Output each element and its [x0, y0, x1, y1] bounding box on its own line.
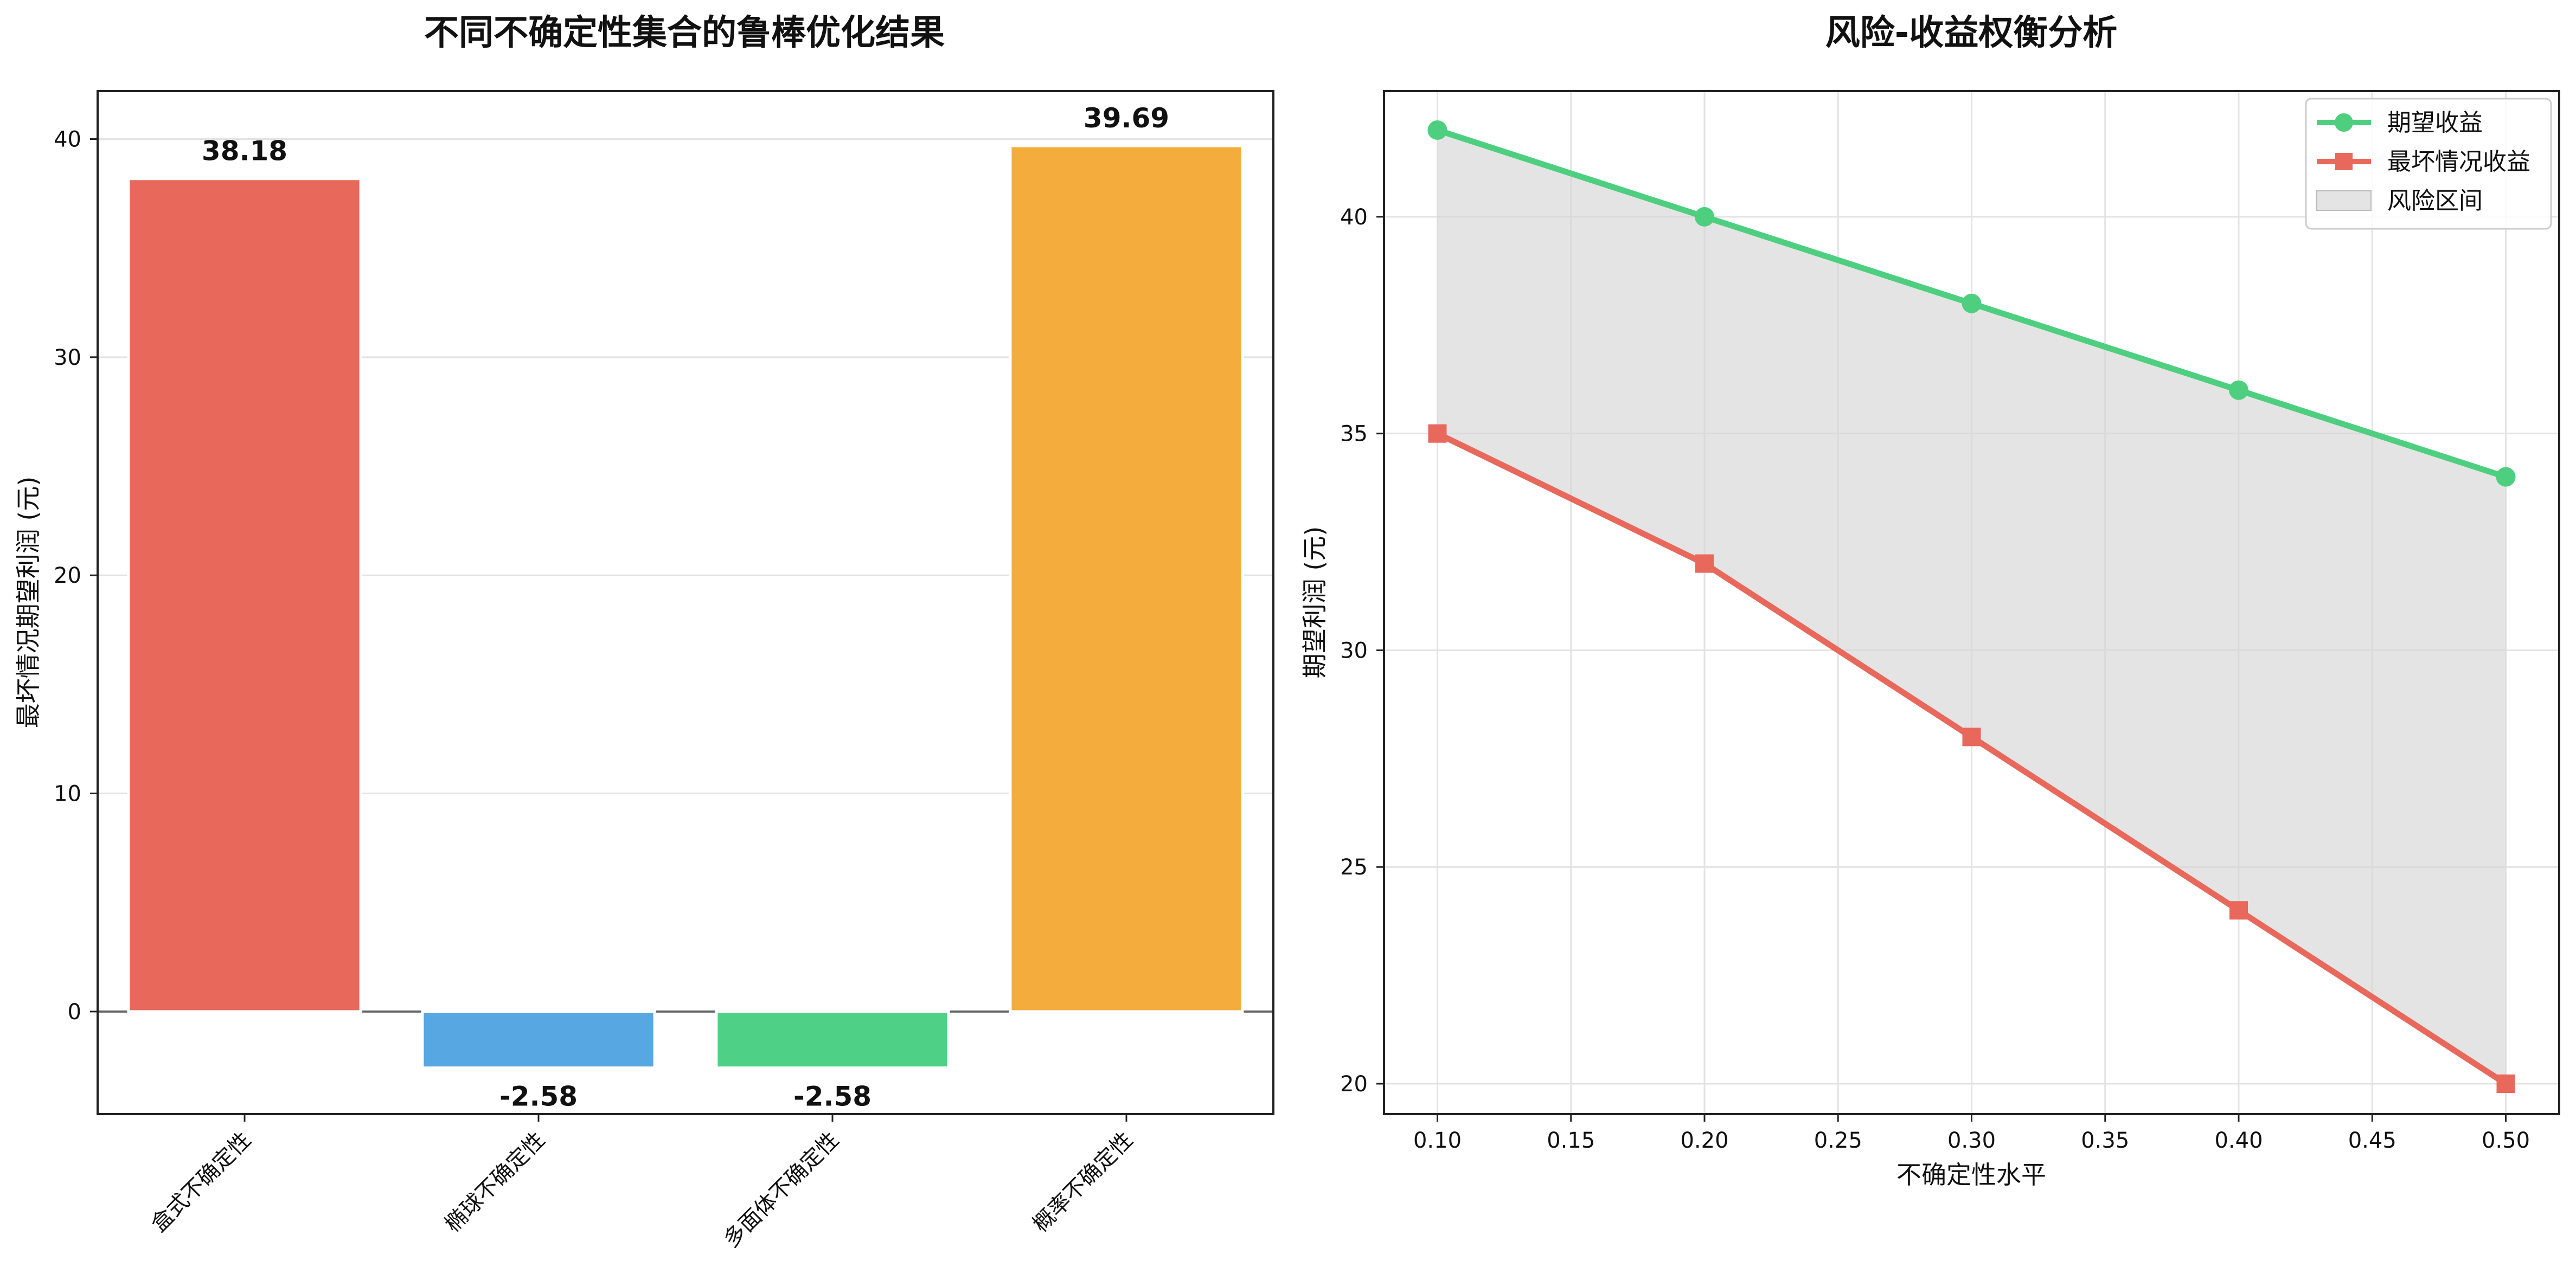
- bar-chart-x-ticks: 盒式不确定性 椭球不确定性 多面体不确定性 概率不确定性: [146, 1114, 1138, 1252]
- bar-chart-category-label: 盒式不确定性: [146, 1128, 256, 1237]
- line-chart-x-tick-label: 0.40: [2214, 1128, 2263, 1153]
- bar-chart-y-tick-label: 10: [54, 782, 81, 807]
- line-chart-title: 风险-收益权衡分析: [1825, 13, 2118, 53]
- worst-case-return-point: [1428, 424, 1447, 443]
- bar-value-label: 39.69: [1084, 102, 1169, 134]
- bar-value-label: 38.18: [202, 136, 287, 167]
- line-chart-x-tick-label: 0.30: [1947, 1128, 1996, 1153]
- line-chart-x-tick-label: 0.20: [1680, 1128, 1728, 1153]
- line-chart-y-tick-label: 30: [1340, 638, 1368, 663]
- line-chart-y-tick-label: 40: [1340, 205, 1368, 230]
- bar-chart-category-label: 多面体不确定性: [719, 1128, 844, 1253]
- bar: [1009, 144, 1244, 1013]
- legend-label-worst: 最坏情况收益: [2387, 148, 2530, 176]
- line-chart-series: [1427, 120, 2516, 1093]
- risk-band-area: [1437, 130, 2506, 1084]
- expected-return-point: [1427, 120, 1447, 140]
- bar-value-label: -2.58: [793, 1081, 872, 1112]
- bar-chart-y-tick-label: 0: [68, 1000, 81, 1025]
- line-chart-risk-band: [1437, 130, 2506, 1084]
- bar: [715, 1010, 950, 1070]
- bar-value-label: -2.58: [499, 1081, 578, 1112]
- line-chart-legend: 期望收益 最坏情况收益 风险区间: [2305, 98, 2552, 230]
- expected-return-point: [2496, 467, 2516, 487]
- legend-label-expected: 期望收益: [2387, 109, 2483, 137]
- line-chart-x-axis-label: 不确定性水平: [1896, 1160, 2046, 1189]
- line-chart-x-tick-label: 0.10: [1413, 1128, 1462, 1153]
- bar-chart-value-labels: 38.18 -2.58 -2.58 39.69: [202, 102, 1169, 1112]
- bar-chart-y-tick-label: 30: [54, 345, 81, 370]
- bar-chart-y-tick-label: 40: [54, 127, 81, 152]
- bar-chart-plot-frame: [97, 90, 1274, 1115]
- bar-chart-bars: [127, 144, 1244, 1070]
- bar-chart-y-tick-label: 20: [54, 563, 81, 588]
- worst-case-return-point: [1962, 728, 1981, 747]
- line-chart-x-tick-label: 0.15: [1547, 1128, 1595, 1153]
- line-chart-x-tick-label: 0.45: [2348, 1128, 2396, 1153]
- worst-case-return-point: [2496, 1074, 2515, 1093]
- line-chart-x-tick-label: 0.25: [1814, 1128, 1862, 1153]
- bar-chart-category-label: 椭球不确定性: [440, 1128, 550, 1237]
- bar-chart-y-axis-label: 最坏情况期望利润 (元): [14, 477, 43, 729]
- line-chart-y-ticks: 20 25 30 35 40: [1340, 205, 1384, 1097]
- legend-marker-expected: [2335, 113, 2353, 132]
- line-chart-x-tick-label: 0.50: [2482, 1128, 2530, 1153]
- legend-marker-worst: [2335, 153, 2353, 170]
- bar: [421, 1010, 656, 1070]
- line-chart: 风险-收益权衡分析 20 25 30 35 40 0.10 0.15 0.20 0.25 0.3…: [1300, 13, 2560, 1189]
- expected-return-point: [1962, 293, 1982, 313]
- legend-swatch-band: [2316, 190, 2372, 211]
- worst-case-return-point: [1695, 554, 1714, 573]
- line-chart-y-tick-label: 35: [1340, 422, 1368, 447]
- bar-chart-category-label: 概率不确定性: [1028, 1128, 1138, 1237]
- bar-chart-title: 不同不确定性集合的鲁棒优化结果: [424, 13, 945, 53]
- line-chart-x-ticks: 0.10 0.15 0.20 0.25 0.30 0.35 0.40 0.45 0.50: [1413, 1114, 2530, 1153]
- bar-chart: 不同不确定性集合的鲁棒优化结果 38.18 -2.58 -2.58 39.69 0 10…: [14, 13, 1274, 1252]
- expected-return-point: [1695, 207, 1714, 227]
- legend-label-band: 风险区间: [2387, 187, 2483, 215]
- bar: [127, 177, 362, 1013]
- worst-case-return-point: [2229, 901, 2248, 920]
- line-chart-y-axis-label: 期望利润 (元): [1300, 526, 1329, 679]
- line-chart-y-tick-label: 25: [1340, 855, 1368, 880]
- expected-return-point: [2229, 380, 2248, 400]
- line-chart-y-tick-label: 20: [1340, 1072, 1368, 1097]
- bar-chart-y-ticks: 0 10 20 30 40: [54, 127, 98, 1025]
- line-chart-x-tick-label: 0.35: [2081, 1128, 2129, 1153]
